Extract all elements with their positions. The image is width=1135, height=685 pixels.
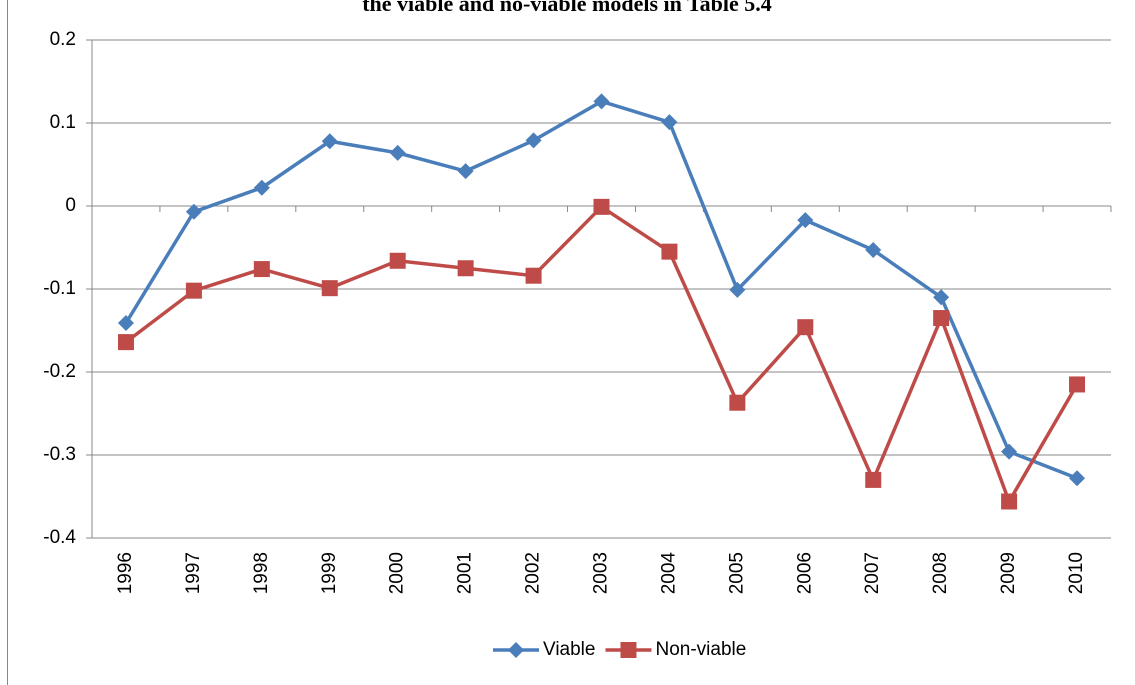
data-point	[865, 471, 882, 488]
x-tick-label: 2009	[998, 552, 1019, 594]
x-tick-label: 2008	[930, 552, 951, 594]
x-tick-label: 2001	[455, 552, 476, 594]
data-point	[457, 163, 474, 180]
data-point	[117, 334, 134, 351]
data-point	[593, 198, 610, 215]
data-point	[865, 241, 882, 258]
data-point	[185, 203, 202, 220]
x-tick-label: 2004	[658, 552, 679, 595]
series-line	[124, 204, 1079, 506]
data-point	[1069, 376, 1086, 393]
data-point	[321, 133, 338, 150]
y-tick-label: 0.2	[50, 29, 76, 50]
x-tick-label: 1996	[115, 552, 136, 594]
data-point	[389, 252, 406, 269]
x-tick-label: 2000	[387, 552, 408, 594]
chart-title: the viable and no-viable models in Table…	[362, 0, 772, 16]
data-point	[253, 261, 270, 278]
x-tick-label: 2007	[862, 552, 883, 594]
y-tick-label: -0.4	[43, 527, 76, 548]
x-tick-label: 2002	[523, 552, 544, 594]
data-point	[661, 243, 678, 260]
x-tick-label: 2010	[1066, 552, 1087, 594]
legend-marker	[508, 642, 524, 658]
data-point	[661, 114, 678, 131]
x-tick-label: 2003	[591, 552, 612, 594]
series-line	[124, 99, 1078, 480]
data-point	[1001, 493, 1018, 510]
x-tick-label: 1997	[183, 552, 204, 594]
y-tick-label: 0	[65, 195, 76, 216]
x-tick-label: 1998	[251, 552, 272, 594]
data-point	[321, 280, 338, 297]
data-point	[117, 315, 134, 332]
y-tick-label: -0.2	[43, 361, 76, 382]
data-point	[1001, 443, 1018, 460]
x-tick-label: 2005	[726, 552, 747, 594]
y-tick-label: 0.1	[50, 112, 76, 133]
data-point	[457, 260, 474, 277]
data-point	[933, 289, 950, 306]
data-point	[525, 267, 542, 284]
data-point	[797, 319, 814, 336]
data-point	[729, 281, 746, 298]
data-point	[253, 179, 270, 196]
data-point	[525, 132, 542, 149]
x-tick-label: 2006	[794, 552, 815, 594]
y-tick-label: -0.3	[43, 444, 76, 465]
data-point	[933, 310, 950, 327]
data-point	[593, 93, 610, 110]
data-point	[1069, 470, 1086, 487]
data-point	[729, 394, 746, 411]
legend-marker	[620, 642, 637, 658]
legend-label: Non-viable	[655, 639, 746, 660]
legend-label: Viable	[543, 639, 595, 660]
y-tick-label: -0.1	[43, 278, 76, 299]
x-tick-label: 1999	[319, 552, 340, 594]
chart-border	[7, 0, 8, 685]
data-point	[797, 212, 814, 229]
data-point	[185, 282, 202, 299]
data-point	[389, 144, 406, 161]
